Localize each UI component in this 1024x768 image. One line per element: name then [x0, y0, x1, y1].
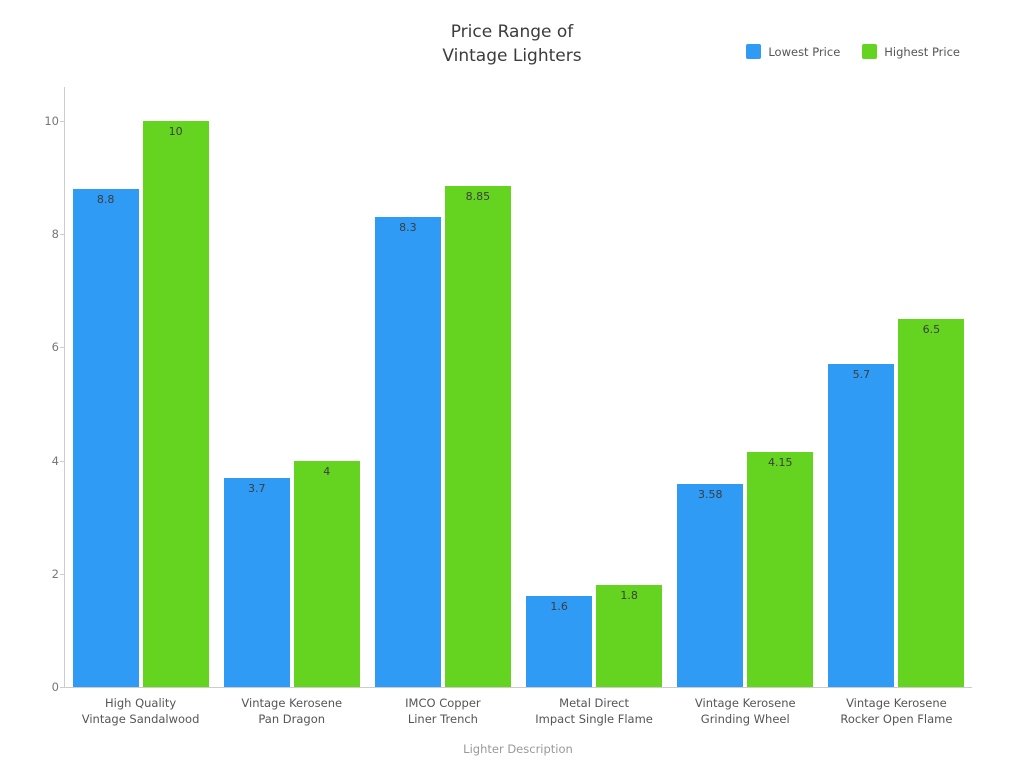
chart-title: Price Range of Vintage Lighters [442, 22, 582, 66]
y-axis-tick-mark [60, 120, 65, 122]
bar-value-label: 5.7 [852, 368, 871, 382]
y-axis-tick-mark [60, 573, 65, 575]
bar[interactable]: 8.8 [72, 188, 139, 687]
bar-value-label: 10 [168, 124, 183, 138]
bar-value-label: 3.58 [698, 488, 723, 502]
bar[interactable]: 1.8 [596, 585, 663, 687]
y-axis-tick-label: 0 [51, 680, 59, 694]
y-axis-tick-label: 6 [51, 340, 59, 355]
x-axis-tick-label: High Quality Vintage Sandalwood [81, 696, 200, 726]
x-axis-label: Lighter Description [463, 742, 573, 756]
y-axis-tick-mark [60, 460, 65, 462]
x-axis-tick-label: Vintage Kerosene Pan Dragon [241, 696, 343, 726]
bar-value-label: 1.6 [550, 600, 568, 614]
x-axis-tick-label: IMCO Copper Liner Trench [405, 696, 481, 726]
bar[interactable]: 4 [293, 460, 360, 687]
bar[interactable]: 6.5 [898, 319, 965, 687]
bar-value-label: 8.8 [96, 192, 115, 206]
bar-group: 8.8 10 [72, 87, 209, 687]
bar-value-label: 8.85 [465, 190, 491, 204]
bar[interactable]: 3.7 [223, 477, 290, 687]
bar-group: 3.58 4.15 [677, 87, 814, 687]
bar-group: 8.3 8.85 [374, 87, 511, 687]
x-axis-tick-label: Vintage Kerosene Rocker Open Flame [840, 696, 953, 726]
bar-value-label: 8.3 [399, 221, 417, 235]
bar[interactable]: 8.3 [374, 217, 441, 687]
bar-value-label: 6.5 [922, 323, 941, 337]
y-axis-tick-label: 8 [51, 227, 59, 242]
plot-area: 0 2 4 6 8 10 8.8 10 High Quality Vintage Sandalw… [44, 87, 972, 726]
bar[interactable]: 3.58 [677, 484, 744, 687]
y-axis-tick-mark [60, 234, 65, 236]
bar-value-label: 4 [323, 464, 331, 478]
bar[interactable]: 1.6 [526, 596, 593, 687]
x-axis-tick-label: Vintage Kerosene Grinding Wheel [694, 696, 796, 726]
chart-legend: Lowest Price Highest Price [746, 44, 960, 59]
y-axis-tick-mark [60, 687, 65, 688]
bar-value-label: 3.7 [248, 481, 266, 495]
bar-value-label: 1.8 [620, 589, 638, 603]
legend-item-lowest-price[interactable]: Lowest Price [746, 44, 840, 59]
y-axis-tick-label: 2 [51, 566, 59, 581]
bar-group: 5.7 6.5 [828, 87, 965, 687]
bar-group: 3.7 4 [223, 87, 360, 687]
bar[interactable]: 4.15 [747, 452, 814, 687]
y-axis-tick-label: 4 [51, 453, 59, 468]
legend-item-highest-price[interactable]: Highest Price [862, 44, 960, 59]
legend-swatch-lowest-price [746, 44, 762, 59]
bar[interactable]: 8.85 [444, 186, 511, 687]
bar-group: 1.6 1.8 [526, 87, 663, 687]
y-axis-tick-mark [60, 347, 65, 349]
bar-value-label: 4.15 [768, 456, 793, 470]
legend-label-lowest-price: Lowest Price [768, 44, 841, 59]
bar[interactable]: 10 [142, 120, 209, 687]
legend-swatch-highest-price [862, 44, 878, 59]
legend-label-highest-price: Highest Price [884, 44, 960, 59]
y-axis-tick-label: 10 [44, 113, 59, 128]
bar[interactable]: 5.7 [828, 364, 895, 687]
x-axis-tick-label: Metal Direct Impact Single Flame [535, 696, 653, 726]
